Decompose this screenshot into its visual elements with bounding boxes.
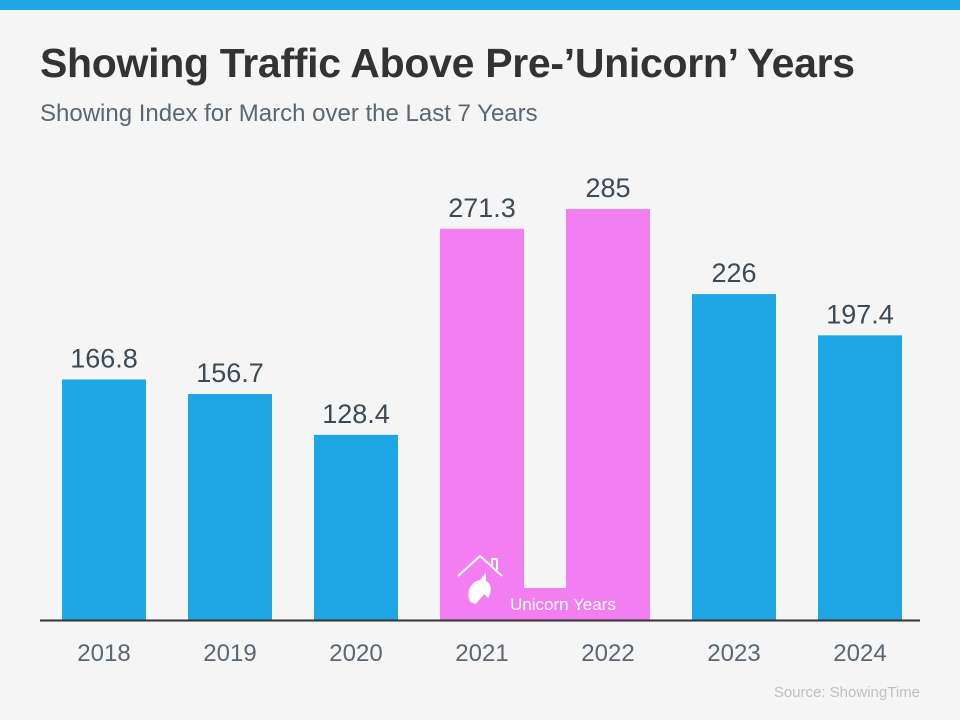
value-label-2021: 271.3 xyxy=(448,193,516,223)
unicorn-years-label: Unicorn Years xyxy=(510,595,616,614)
unicorn-house-icon xyxy=(457,555,503,604)
source-note: Source: ShowingTime xyxy=(773,684,920,701)
bar-2021 xyxy=(440,228,524,620)
bar-2022 xyxy=(566,209,650,620)
value-label-2020: 128.4 xyxy=(322,399,390,429)
x-tick-label-2022: 2022 xyxy=(581,640,634,667)
bar-2024 xyxy=(818,335,902,620)
top-accent-bar xyxy=(0,0,960,10)
value-label-2023: 226 xyxy=(711,258,756,288)
chart-subtitle: Showing Index for March over the Last 7 … xyxy=(40,100,538,127)
x-tick-label-2019: 2019 xyxy=(203,640,256,667)
x-tick-label-2020: 2020 xyxy=(329,640,382,667)
value-label-2024: 197.4 xyxy=(826,299,894,329)
bar-2018 xyxy=(62,379,146,620)
x-tick-label-2018: 2018 xyxy=(77,640,130,667)
x-tick-label-2024: 2024 xyxy=(833,640,886,667)
value-label-2019: 156.7 xyxy=(196,358,264,388)
value-label-2022: 285 xyxy=(585,173,630,203)
bar-2023 xyxy=(692,294,776,620)
chart-title: Showing Traffic Above Pre-’Unicorn’ Year… xyxy=(40,40,855,86)
x-tick-label-2023: 2023 xyxy=(707,640,760,667)
value-label-2018: 166.8 xyxy=(70,343,138,373)
x-tick-label-2021: 2021 xyxy=(455,640,508,667)
bar-2020 xyxy=(314,434,398,620)
bar-2019 xyxy=(188,394,272,620)
